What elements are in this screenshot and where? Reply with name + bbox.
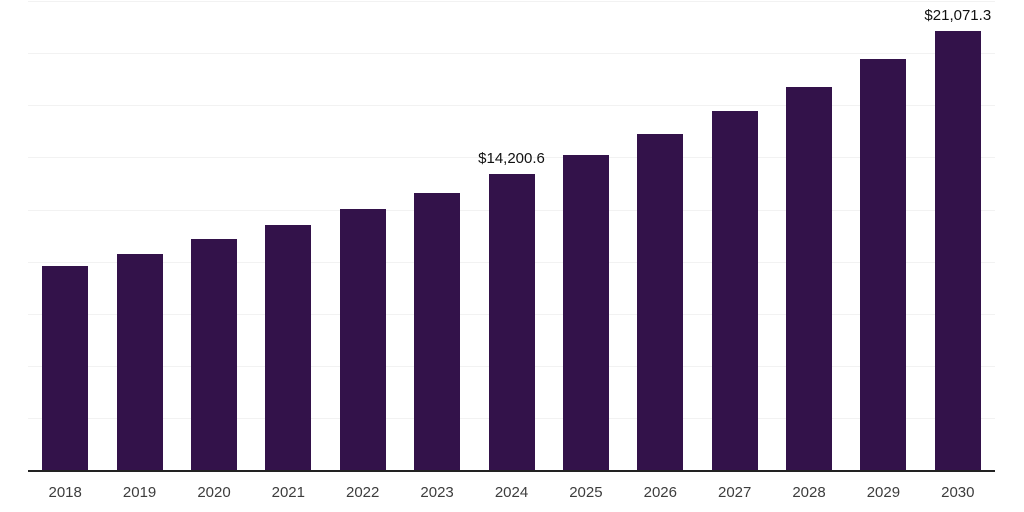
x-tick-2027: 2027	[718, 484, 752, 501]
x-tick-2021: 2021	[271, 484, 305, 501]
bar-2026	[637, 133, 684, 470]
bar-2029	[860, 59, 907, 470]
bar-2027	[711, 110, 758, 470]
data-label-2024: $14,200.6	[478, 150, 545, 168]
gridline-20000	[28, 53, 995, 54]
bar-2025	[562, 155, 609, 470]
bar-2028	[786, 87, 832, 470]
x-tick-2019: 2019	[122, 484, 157, 501]
bar-2019	[116, 253, 163, 470]
bar-2021	[265, 225, 312, 470]
gridline-15000	[28, 157, 995, 158]
data-label-2030: $21,071.3	[924, 7, 992, 24]
x-tick-2026: 2026	[643, 484, 677, 501]
x-tick-2024: 2024	[494, 484, 529, 501]
bar-2018	[42, 265, 89, 470]
bar-2020	[191, 238, 237, 470]
x-tick-2023: 2023	[420, 484, 454, 501]
x-axis-line	[28, 470, 995, 472]
x-tick-2029: 2029	[866, 484, 901, 501]
x-tick-2018: 2018	[48, 484, 82, 501]
bar-2024	[488, 174, 535, 470]
x-tick-2020: 2020	[197, 484, 231, 501]
bar-2022	[339, 209, 386, 470]
x-tick-2030: 2030	[941, 484, 975, 501]
x-tick-2028: 2028	[792, 484, 826, 501]
gridline-17500	[28, 105, 995, 106]
bar-2023	[414, 193, 461, 470]
gridline-22500	[28, 1, 995, 2]
x-tick-2025: 2025	[569, 484, 603, 501]
x-tick-2022: 2022	[346, 484, 380, 501]
bar-2030	[934, 31, 981, 470]
